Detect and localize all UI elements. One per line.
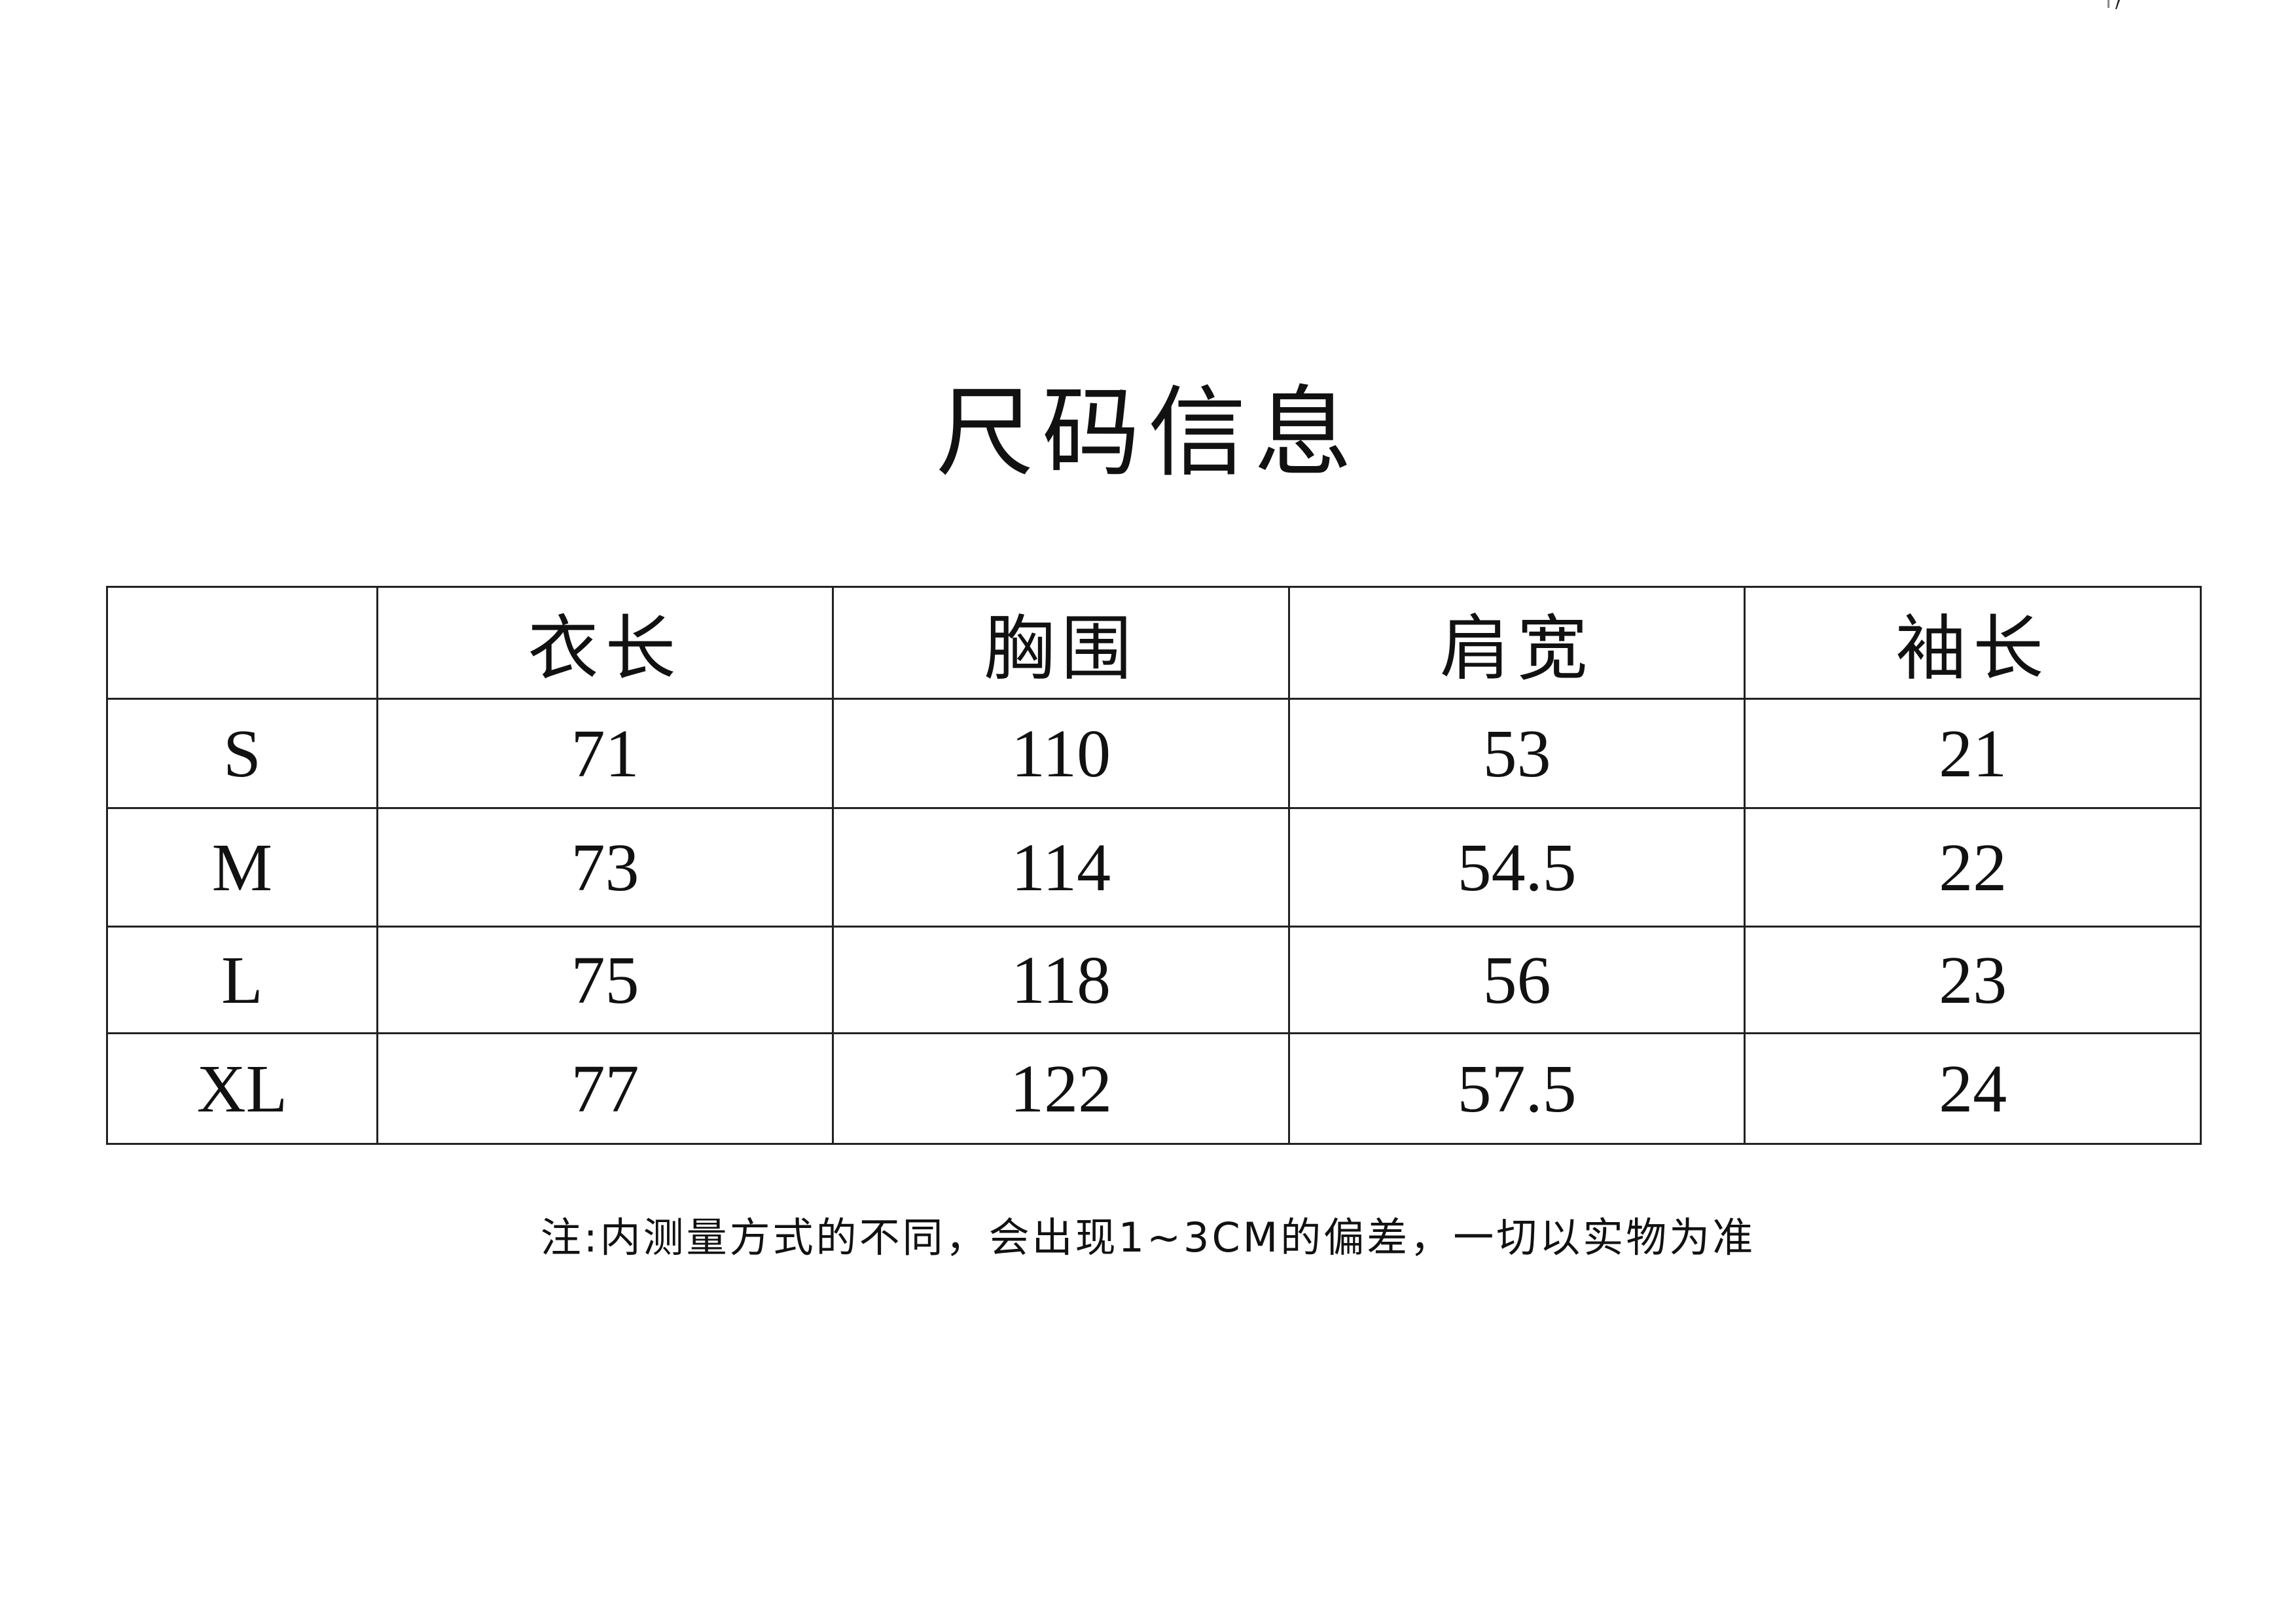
table-cell: 77	[376, 1032, 834, 1145]
header-cell-shoulder: 肩宽	[1287, 586, 1746, 700]
table-cell: 56	[1287, 926, 1746, 1034]
corner-mark-icon	[2108, 0, 2120, 9]
table-cell: 114	[832, 807, 1290, 928]
table-row: XL 77 122 57.5 24	[106, 1032, 2202, 1145]
table-cell: 21	[1744, 698, 2202, 809]
table-cell: 24	[1744, 1032, 2202, 1145]
header-cell-chest: 胸围	[832, 586, 1290, 700]
table-row: S 71 110 53 21	[106, 698, 2202, 809]
table-cell: 122	[832, 1032, 1290, 1145]
table-cell: 22	[1744, 807, 2202, 928]
table-cell: 71	[376, 698, 834, 809]
table-header-row: 衣长 胸围 肩宽 袖长	[106, 586, 2202, 700]
table-cell: 53	[1287, 698, 1746, 809]
size-cell: L	[106, 926, 378, 1034]
table-cell: 54.5	[1287, 807, 1746, 928]
measurement-note: 注:内测量方式的不同，会出现1~3CM的偏差，一切以实物为准	[540, 1214, 1756, 1261]
table-cell: 110	[832, 698, 1290, 809]
table-cell: 118	[832, 926, 1290, 1034]
table-cell: 23	[1744, 926, 2202, 1034]
header-cell-sleeve: 袖长	[1744, 586, 2202, 700]
table-cell: 57.5	[1287, 1032, 1746, 1145]
header-cell-length: 衣长	[376, 586, 834, 700]
table-cell: 73	[376, 807, 834, 928]
size-cell: XL	[106, 1032, 378, 1145]
table-cell: 75	[376, 926, 834, 1034]
page-title: 尺码信息	[935, 376, 1360, 490]
table-row: L 75 118 56 23	[106, 926, 2202, 1034]
table-row: M 73 114 54.5 22	[106, 807, 2202, 928]
size-table: 衣长 胸围 肩宽 袖长 S 71 110 53 21 M 73 114 54.5…	[106, 586, 2202, 1145]
size-cell: S	[106, 698, 378, 809]
size-cell: M	[106, 807, 378, 928]
header-cell-empty	[106, 586, 378, 700]
